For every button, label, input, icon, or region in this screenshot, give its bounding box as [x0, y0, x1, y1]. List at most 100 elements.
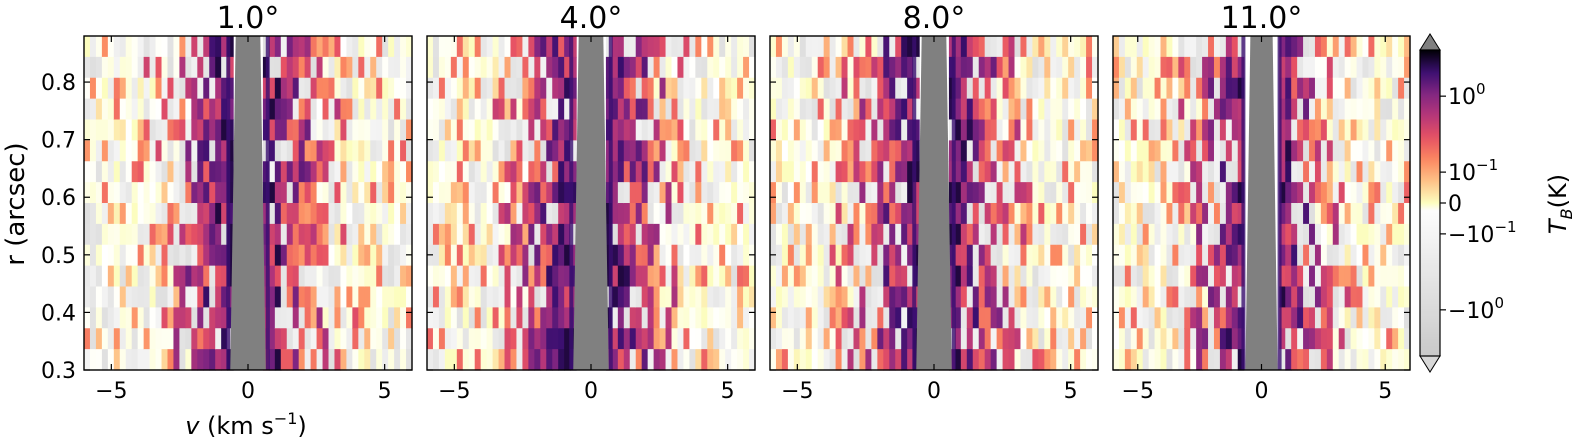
heatmap-cell — [984, 119, 992, 141]
heatmap-cell — [1178, 328, 1185, 350]
heatmap-cell — [376, 56, 383, 79]
heatmap-cell — [907, 307, 914, 329]
heatmap-cell — [665, 36, 673, 58]
heatmap-cell — [1124, 56, 1132, 79]
heatmap-cell — [1086, 182, 1093, 204]
heatmap-cell — [528, 244, 535, 267]
heatmap-cell — [107, 286, 115, 308]
heatmap-cell — [737, 119, 744, 141]
heatmap-cell — [960, 36, 968, 58]
heatmap-cell — [1160, 349, 1168, 371]
heatmap-cell — [1291, 56, 1298, 79]
heatmap-cell — [775, 182, 783, 204]
heatmap-cell — [1196, 286, 1203, 308]
heatmap-cell — [221, 182, 228, 204]
heatmap-cell — [883, 307, 890, 329]
heatmap-cell — [462, 203, 470, 225]
heatmap-cell — [1008, 244, 1016, 267]
heatmap-cell — [793, 307, 801, 329]
heatmap-cell — [456, 265, 464, 288]
panel-title: 11.0° — [1221, 1, 1303, 36]
heatmap-cell — [1044, 36, 1051, 58]
heatmap-cell — [743, 140, 750, 162]
heatmap-cell — [191, 119, 198, 141]
heatmap-cell — [197, 182, 204, 204]
heatmap-cell — [966, 265, 974, 288]
heatmap-cell — [960, 307, 968, 329]
heatmap-cell — [877, 140, 884, 162]
heatmap-cell — [871, 307, 878, 329]
heatmap-cell — [1237, 161, 1245, 183]
heatmap-cell — [1032, 286, 1039, 308]
heatmap-cell — [1026, 56, 1033, 79]
heatmap-cell — [1208, 265, 1215, 288]
heatmap-cell — [143, 244, 151, 267]
heatmap-cell — [1386, 328, 1393, 350]
heatmap-cell — [984, 286, 992, 308]
heatmap-cell — [1154, 140, 1162, 162]
heatmap-cell — [859, 328, 867, 350]
heatmap-cell — [444, 349, 452, 371]
heatmap-cell — [1032, 203, 1039, 225]
heatmap-cell — [743, 98, 750, 121]
heatmap-cell — [871, 77, 878, 100]
heatmap-cell — [883, 119, 890, 141]
heatmap-cell — [859, 161, 867, 183]
heatmap-cell — [984, 182, 992, 204]
heatmap-cell — [847, 182, 855, 204]
heatmap-cell — [865, 140, 872, 162]
x-tick-label: 5 — [1378, 379, 1392, 404]
heatmap-cell — [954, 77, 962, 100]
heatmap-cell — [388, 36, 395, 58]
heatmap-cell — [209, 328, 216, 350]
heatmap-cell — [731, 140, 738, 162]
heatmap-cell — [1136, 56, 1144, 79]
heatmap-cell — [125, 307, 133, 329]
heatmap-cell — [400, 119, 407, 141]
heatmap-cell — [1154, 182, 1162, 204]
heatmap-cell — [1374, 56, 1381, 79]
heatmap-cell — [1130, 98, 1138, 121]
heatmap-cell — [1074, 161, 1081, 183]
heatmap-cell — [805, 56, 813, 79]
heatmap-cell — [101, 56, 109, 79]
heatmap-cell — [382, 36, 389, 58]
heatmap-cell — [1297, 98, 1304, 121]
heatmap-cell — [474, 36, 482, 58]
heatmap-cell — [853, 98, 861, 121]
heatmap-cell — [719, 140, 726, 162]
heatmap-cell — [540, 349, 547, 371]
heatmap-cell — [388, 161, 395, 183]
heatmap-cell — [629, 36, 637, 58]
heatmap-cell — [1074, 98, 1081, 121]
heatmap-cell — [346, 182, 353, 204]
heatmap-cell — [95, 77, 103, 100]
heatmap-cell — [364, 36, 371, 58]
heatmap-cell — [558, 56, 565, 79]
heatmap-cell — [770, 349, 777, 371]
heatmap-cell — [901, 161, 908, 183]
heatmap-cell — [558, 140, 565, 162]
heatmap-cell — [84, 161, 91, 183]
heatmap-cell — [286, 286, 294, 308]
heatmap-cell — [1213, 244, 1221, 267]
heatmap-cell — [570, 244, 577, 267]
heatmap-cell — [677, 119, 685, 141]
heatmap-cell — [984, 349, 992, 371]
heatmap-cell — [1374, 119, 1381, 141]
heatmap-cell — [1320, 161, 1328, 183]
heatmap-cell — [677, 223, 685, 246]
heatmap-cell — [227, 286, 234, 308]
heatmap-cell — [1086, 349, 1093, 371]
heatmap-cell — [1020, 349, 1028, 371]
heatmap-cell — [737, 223, 744, 246]
heatmap-cell — [1219, 265, 1227, 288]
heatmap-cell — [1038, 56, 1045, 79]
heatmap-cell — [480, 223, 488, 246]
heatmap-cell — [996, 349, 1004, 371]
heatmap-cell — [564, 161, 571, 183]
heatmap-cell — [155, 182, 163, 204]
heatmap-cell — [1219, 328, 1227, 350]
heatmap-cell — [960, 161, 968, 183]
heatmap-cell — [292, 286, 300, 308]
